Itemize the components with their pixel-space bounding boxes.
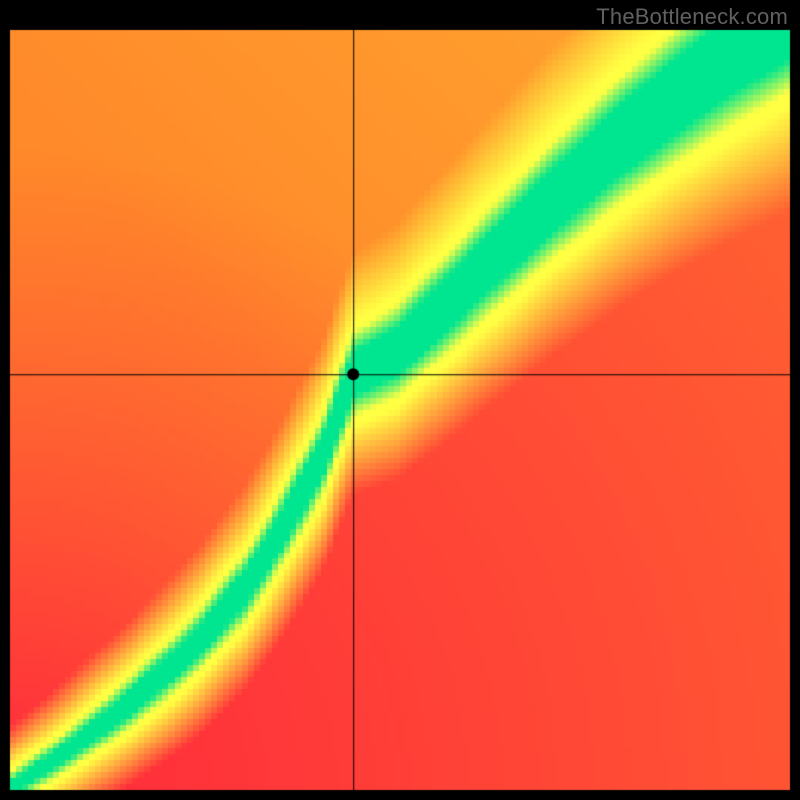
- chart-container: TheBottleneck.com: [0, 0, 800, 800]
- watermark-text: TheBottleneck.com: [596, 4, 788, 30]
- bottleneck-heatmap: [0, 0, 800, 800]
